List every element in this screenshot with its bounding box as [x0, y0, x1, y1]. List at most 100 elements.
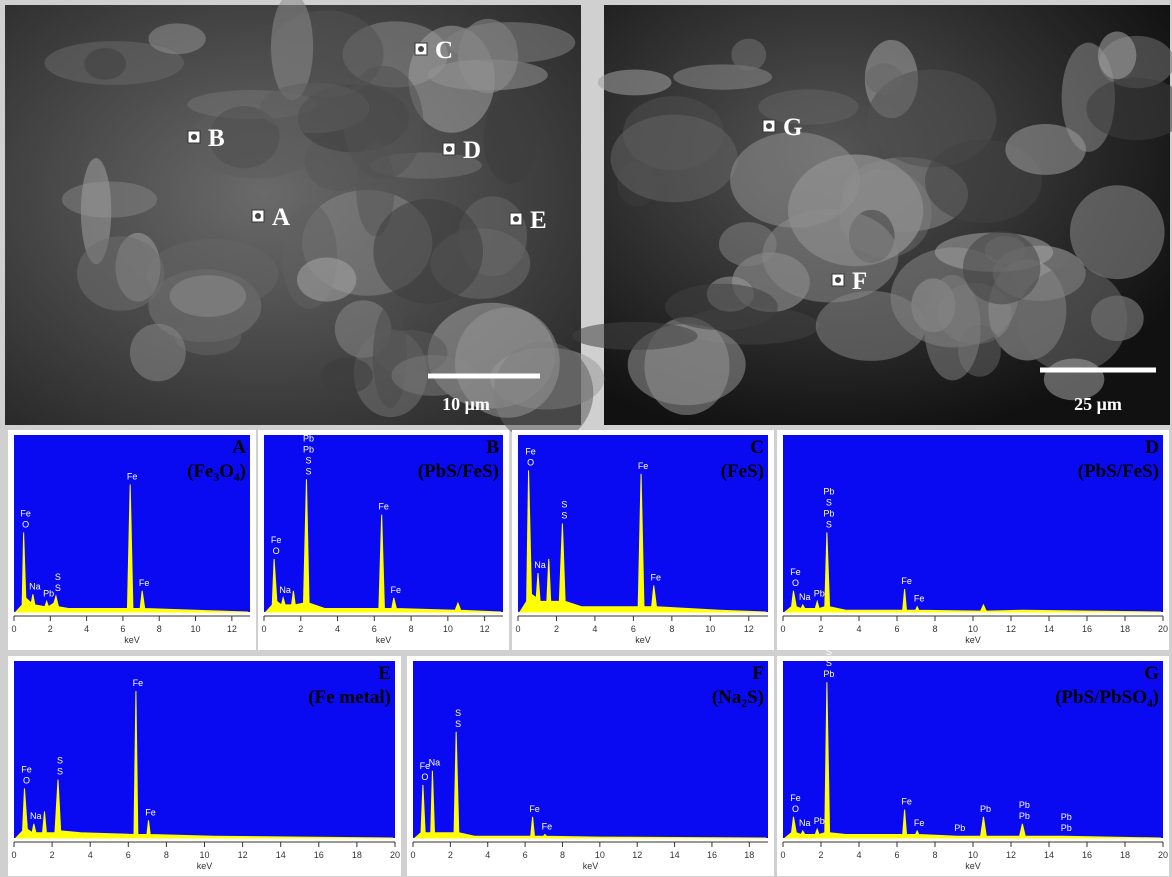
grain	[815, 290, 926, 361]
peak-label: Pb	[823, 636, 834, 646]
grain	[446, 22, 576, 64]
grain	[730, 131, 860, 228]
x-tick-label: 4	[856, 624, 861, 634]
x-tick-label: 2	[554, 624, 559, 634]
peak-label: O	[23, 775, 30, 785]
x-tick-label: 14	[1044, 850, 1054, 860]
grain	[1017, 266, 1128, 373]
grain	[454, 307, 560, 418]
peak-label: Fe	[378, 502, 389, 512]
marker-dot	[513, 216, 519, 222]
peak-label: Fe	[901, 576, 912, 586]
panel-title: C	[750, 437, 764, 458]
peak-label: S	[57, 767, 63, 777]
marker-dot	[766, 123, 772, 129]
peak-label: Fe	[790, 793, 801, 803]
peak-label: Fe	[790, 567, 801, 577]
grain	[865, 63, 903, 95]
grain	[731, 38, 767, 72]
peak-label: Fe	[529, 804, 540, 814]
spectrum	[519, 470, 767, 613]
peak-label: S	[826, 519, 832, 529]
x-tick-label: 16	[707, 850, 717, 860]
x-tick-label: 18	[352, 850, 362, 860]
x-tick-label: 0	[780, 850, 785, 860]
peak-label: S	[305, 466, 311, 476]
x-tick-label: 18	[1120, 624, 1130, 634]
panel-title: F	[752, 663, 764, 684]
peak-label: Fe	[20, 508, 31, 518]
sem-texture	[44, 0, 1172, 445]
x-tick-label: 10	[443, 624, 453, 634]
x-tick-label: 16	[1082, 850, 1092, 860]
panel-subtitle: (Na₂S)	[712, 687, 764, 708]
peak-label: S	[826, 647, 832, 657]
peak-label: Fe	[651, 572, 662, 582]
panel-subtitle: (Fe metal)	[308, 687, 391, 708]
peak-label: Fe	[145, 807, 156, 817]
marker-dot	[835, 277, 841, 283]
x-tick-label: 2	[298, 624, 303, 634]
peak-label: Na	[534, 560, 546, 570]
peak-label: Fe	[914, 818, 925, 828]
x-tick-label: 8	[932, 850, 937, 860]
grain	[297, 257, 357, 302]
peak-label: Pb	[1061, 812, 1072, 822]
x-tick-label: 12	[1006, 850, 1016, 860]
peak-label: O	[792, 578, 799, 588]
x-tick-label: 12	[744, 624, 754, 634]
x-tick-label: 10	[191, 624, 201, 634]
grain	[80, 158, 112, 265]
x-tick-label: 0	[11, 850, 16, 860]
grain	[77, 236, 165, 311]
x-tick-label: 10	[968, 850, 978, 860]
peak-label: O	[792, 804, 799, 814]
panel-title: D	[1145, 437, 1159, 458]
peak-label: Fe	[901, 797, 912, 807]
panel-subtitle: (Fe₃O₄)	[187, 461, 246, 482]
marker-label: A	[272, 204, 290, 231]
grain	[427, 59, 548, 91]
marker-dot	[446, 146, 452, 152]
grain	[924, 274, 981, 381]
peak-label: Pb	[43, 588, 54, 598]
marker-dot	[255, 213, 261, 219]
x-tick-label: 0	[515, 624, 520, 634]
x-tick-label: 10	[199, 850, 209, 860]
x-axis-label: keV	[197, 861, 213, 871]
marker-dot	[418, 46, 424, 52]
x-tick-label: 4	[335, 624, 340, 634]
x-tick-label: 18	[1120, 850, 1130, 860]
x-tick-label: 12	[227, 624, 237, 634]
x-tick-label: 2	[818, 850, 823, 860]
peak-label: Na	[799, 818, 811, 828]
panel-title: G	[1144, 663, 1159, 684]
grain	[664, 283, 778, 331]
x-tick-label: 6	[120, 624, 125, 634]
x-axis-label: keV	[124, 635, 140, 645]
x-tick-label: 0	[11, 624, 16, 634]
peak-label: Fe	[542, 821, 553, 831]
grain	[718, 222, 777, 267]
x-tick-label: 0	[780, 624, 785, 634]
peak-label: S	[455, 719, 461, 729]
grain	[758, 89, 859, 125]
x-tick-label: 8	[560, 850, 565, 860]
grain	[169, 275, 247, 318]
x-tick-label: 6	[894, 624, 899, 634]
x-axis-label: keV	[965, 861, 981, 871]
grain	[610, 114, 738, 203]
peak-label: Fe	[127, 472, 138, 482]
x-tick-label: 10	[968, 624, 978, 634]
peak-label: Fe	[139, 578, 150, 588]
peak-label: S	[55, 583, 61, 593]
panel-subtitle: (FeS)	[721, 461, 764, 482]
peak-label: Pb	[303, 433, 314, 443]
x-axis-label: keV	[965, 635, 981, 645]
grain	[1069, 185, 1165, 280]
peak-label: S	[561, 511, 567, 521]
plot-area	[413, 661, 768, 838]
x-tick-label: 4	[856, 850, 861, 860]
scale-bar-label: 10 μm	[442, 394, 490, 414]
marker-dot	[191, 134, 197, 140]
